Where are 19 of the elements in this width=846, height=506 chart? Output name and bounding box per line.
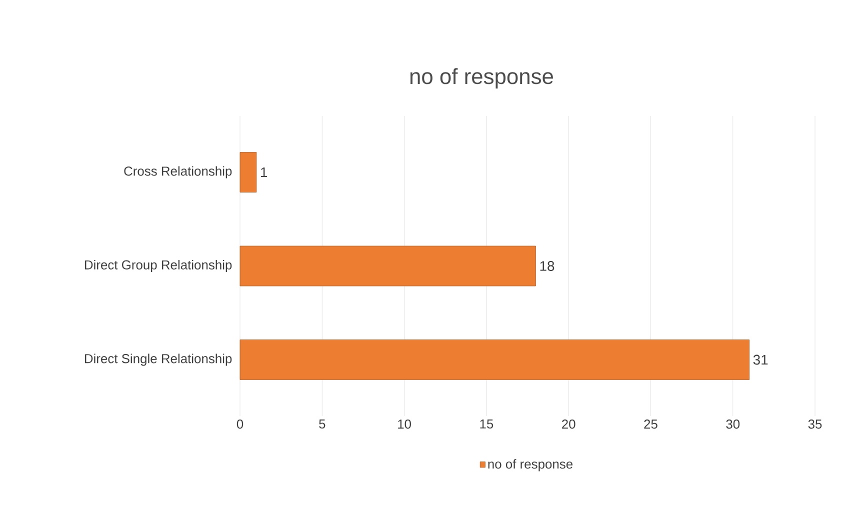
x-tick-label: 25: [644, 420, 658, 429]
x-tick-label: 0: [236, 420, 244, 429]
x-tick-label: 20: [562, 420, 576, 429]
y-tick-label: Direct Group Relationship: [85, 260, 232, 272]
y-tick-label: Cross Relationship: [124, 166, 232, 178]
x-tick-label: 10: [398, 420, 411, 429]
bar: [240, 246, 536, 286]
bar: [240, 152, 257, 192]
chart-title: no of response: [410, 68, 553, 89]
x-tick-label: 5: [319, 420, 326, 429]
data-label: 31: [753, 354, 768, 365]
data-label: 18: [540, 261, 554, 271]
x-tick-label: 15: [480, 420, 494, 429]
legend-label: no of response: [488, 459, 572, 472]
x-tick-label: 35: [808, 420, 822, 429]
x-tick-label: 30: [726, 420, 740, 429]
bar: [240, 340, 750, 380]
y-tick-label: Direct Single Relationship: [84, 354, 232, 366]
data-label: 1: [261, 167, 268, 178]
